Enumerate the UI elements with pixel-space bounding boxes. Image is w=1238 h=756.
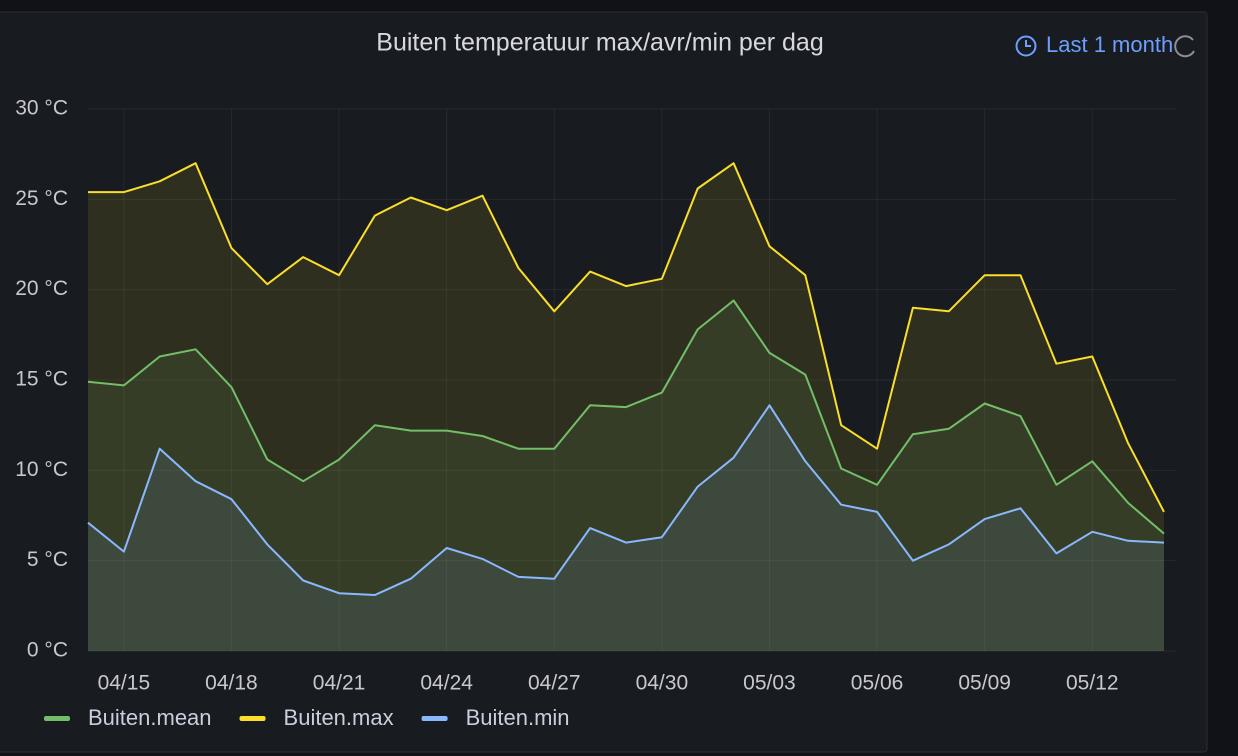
x-tick-label: 05/03 bbox=[743, 672, 796, 695]
x-tick-label: 04/15 bbox=[98, 672, 151, 695]
y-tick-label: 5 °C bbox=[27, 548, 68, 571]
y-tick-label: 0 °C bbox=[27, 639, 68, 662]
x-tick-label: 05/12 bbox=[1066, 672, 1119, 695]
y-tick-label: 20 °C bbox=[15, 277, 68, 300]
chart-title: Buiten temperatuur max/avr/min per dag bbox=[376, 29, 823, 57]
x-tick-label: 04/21 bbox=[313, 672, 366, 695]
y-tick-label: 25 °C bbox=[15, 187, 68, 210]
line bbox=[88, 162, 1165, 513]
legend-label: Buiten.mean bbox=[88, 705, 212, 730]
x-tick-label: 05/06 bbox=[851, 672, 904, 695]
line bbox=[87, 299, 1165, 535]
clock-icon bbox=[1015, 35, 1037, 57]
line bbox=[87, 404, 1165, 596]
area bbox=[88, 405, 1164, 651]
legend-label: Buiten.min bbox=[466, 705, 570, 730]
legend-swatch bbox=[44, 716, 70, 721]
x-tick-label: 04/18 bbox=[205, 672, 258, 695]
time-range[interactable]: Last 1 month bbox=[1046, 32, 1173, 57]
refresh-icon[interactable] bbox=[1174, 35, 1195, 58]
time-picker[interactable]: Last 1 month bbox=[1015, 32, 1195, 58]
y-tick-label: 30 °C bbox=[15, 97, 68, 120]
y-tick-label: 15 °C bbox=[15, 368, 68, 391]
y-tick-label: 10 °C bbox=[15, 458, 68, 481]
clock-hands bbox=[1025, 40, 1031, 47]
panel-background bbox=[0, 11, 1208, 753]
x-tick-label: 04/27 bbox=[528, 672, 581, 695]
plot: 0 °C 5 °C 10 °C 15 °C 20 °C 25 °C 30 °C 04/15 04… bbox=[15, 97, 1176, 730]
legend-swatch bbox=[239, 716, 266, 721]
x-tick-label: 04/30 bbox=[636, 672, 689, 695]
area bbox=[88, 300, 1164, 651]
legend-label: Buiten.max bbox=[284, 705, 394, 730]
legend-swatch bbox=[421, 716, 448, 721]
x-tick-label: 04/24 bbox=[420, 672, 473, 695]
x-tick-label: 05/09 bbox=[958, 672, 1011, 695]
